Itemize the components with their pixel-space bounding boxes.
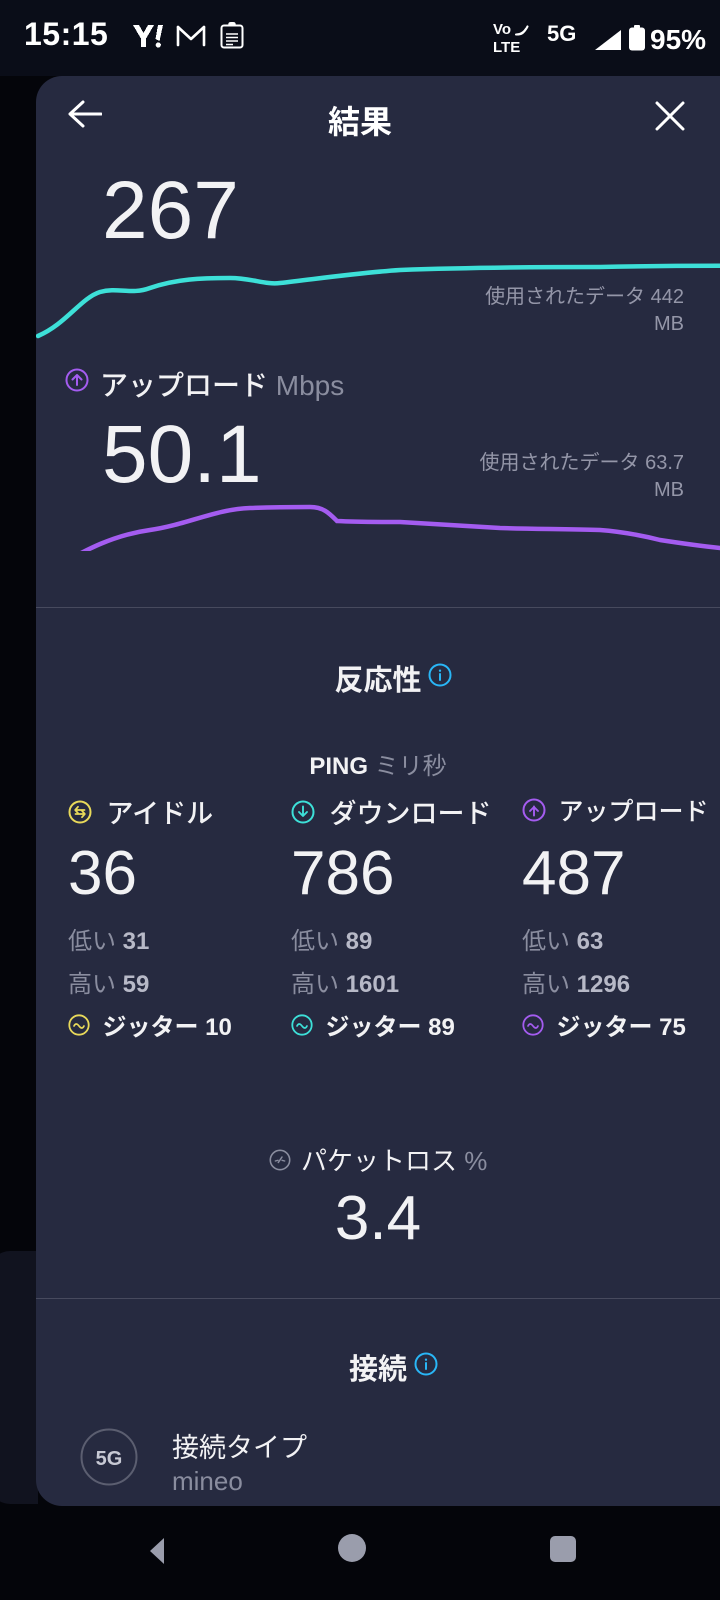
svg-text:LTE: LTE — [493, 39, 520, 56]
svg-text:5G: 5G — [547, 24, 576, 46]
svg-text:Vo: Vo — [493, 21, 511, 38]
svg-text:5G: 5G — [96, 1448, 123, 1470]
